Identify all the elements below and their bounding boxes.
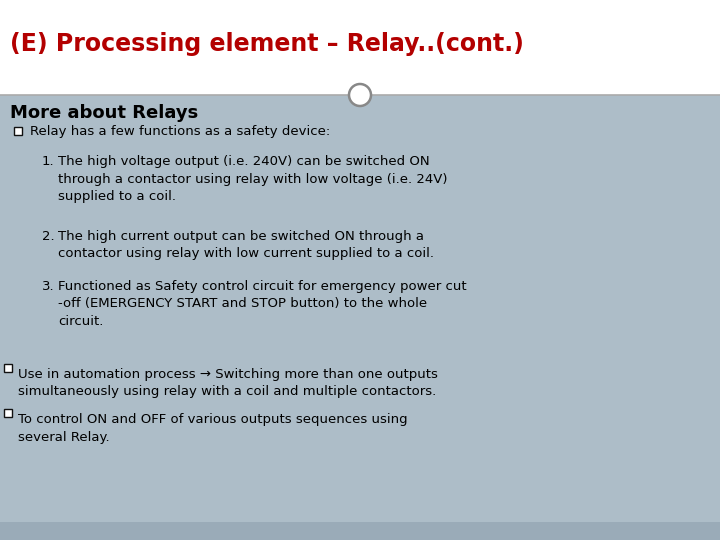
Text: (E) Processing element – Relay..(cont.): (E) Processing element – Relay..(cont.): [10, 32, 524, 56]
FancyBboxPatch shape: [4, 409, 12, 417]
FancyBboxPatch shape: [0, 95, 720, 540]
FancyBboxPatch shape: [0, 522, 720, 540]
FancyBboxPatch shape: [4, 364, 12, 372]
Text: To control ON and OFF of various outputs sequences using
several Relay.: To control ON and OFF of various outputs…: [18, 413, 408, 443]
Circle shape: [349, 84, 371, 106]
FancyBboxPatch shape: [0, 0, 720, 88]
Text: The high voltage output (i.e. 240V) can be switched ON
through a contactor using: The high voltage output (i.e. 240V) can …: [58, 155, 448, 203]
Text: 1.: 1.: [42, 155, 55, 168]
Text: The high current output can be switched ON through a
contactor using relay with : The high current output can be switched …: [58, 230, 434, 260]
Text: Use in automation process → Switching more than one outputs
simultaneously using: Use in automation process → Switching mo…: [18, 368, 438, 399]
Text: More about Relays: More about Relays: [10, 104, 198, 122]
Text: 3.: 3.: [42, 280, 55, 293]
Text: Relay has a few functions as a safety device:: Relay has a few functions as a safety de…: [30, 125, 330, 138]
Text: 2.: 2.: [42, 230, 55, 243]
FancyBboxPatch shape: [14, 127, 22, 135]
Text: Functioned as Safety control circuit for emergency power cut
-off (EMERGENCY STA: Functioned as Safety control circuit for…: [58, 280, 467, 328]
